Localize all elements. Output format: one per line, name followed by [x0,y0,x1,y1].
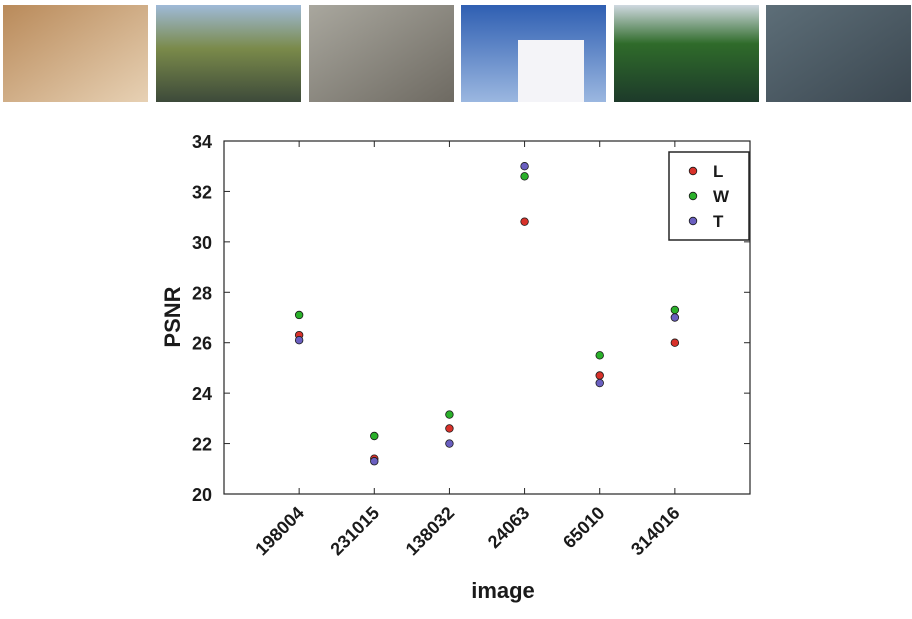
legend-box [669,152,749,240]
y-tick-label: 24 [192,384,212,404]
point [671,314,679,322]
point [370,457,378,465]
point [446,411,454,419]
x-tick-label: 198004 [251,503,308,560]
point [671,306,679,314]
y-tick-label: 34 [192,132,212,152]
point [370,432,378,440]
thumbnail [156,5,301,102]
x-tick-label: 24063 [484,503,534,553]
thumbnail [614,5,759,102]
figure: image PSNR 20 22 24 26 28 30 32 34 198004 231015 1… [0,0,912,614]
y-tick-label: 26 [192,334,212,354]
x-tick-label: 65010 [559,503,609,553]
legend-marker [689,167,697,175]
y-tick-label: 32 [192,182,212,202]
point [446,425,454,433]
y-axis-label: PSNR [160,286,185,347]
point [596,379,604,387]
point [521,218,529,226]
point [596,372,604,380]
thumbnails [3,5,911,102]
legend-marker [689,192,697,200]
point [446,440,454,448]
point [671,339,679,347]
thumbnail [3,5,148,102]
thumbnail [766,5,911,102]
legend-label: W [713,187,730,206]
point [521,162,529,170]
legend-label: T [713,212,724,231]
y-tick-label: 28 [192,283,212,303]
x-axis-label: image [471,578,535,603]
x-tick-label: 314016 [627,503,684,560]
x-tick-label: 231015 [326,503,383,560]
legend-label: L [713,162,723,181]
point [521,173,529,181]
thumbnail [309,5,454,102]
point [596,352,604,360]
point [295,311,303,319]
church-shape [518,40,584,102]
point [295,336,303,344]
x-tick-label: 138032 [402,503,459,560]
y-tick-label: 30 [192,233,212,253]
y-tick-label: 22 [192,435,212,455]
y-tick-label: 20 [192,485,212,505]
legend-marker [689,217,697,225]
